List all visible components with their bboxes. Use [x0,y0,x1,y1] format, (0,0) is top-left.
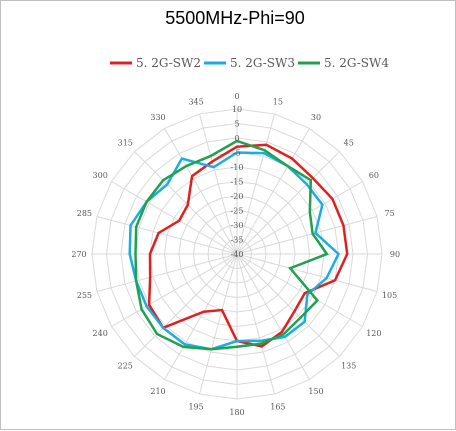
spoke-225 [134,253,238,357]
legend-label: 5. 2G-SW2 [136,56,201,70]
series-layer [128,139,349,351]
legend-item-1: 5. 2G-SW2 [110,56,201,70]
tick-labels: 0153045607590105120135150165180195210225… [71,92,400,417]
legend-label: 5. 2G-SW3 [230,56,295,70]
spoke-240 [111,253,238,327]
radial-tick-label: -20 [231,192,244,201]
spoke-195 [198,253,238,395]
spoke-60 [236,181,363,255]
spoke-105 [236,253,378,293]
spoke-135 [236,253,340,357]
angle-tick-label: 240 [93,329,108,338]
radial-tick-label: 5 [234,120,239,129]
spoke-330 [164,128,238,255]
angle-tick-label: 285 [77,209,92,218]
radial-tick-label: 0 [234,134,239,143]
angle-tick-label: 210 [150,387,165,396]
radial-tick-label: -30 [231,221,244,230]
angle-tick-label: 270 [71,250,86,259]
angle-tick-label: 225 [118,362,133,371]
spoke-210 [164,253,238,380]
radial-tick-label: 10 [232,105,242,114]
angle-tick-label: 135 [341,362,356,371]
spoke-285 [96,215,238,255]
series-line-3 [134,139,329,351]
spoke-315 [134,151,238,255]
chart-title: 5500MHz-Phi=90 [165,8,305,28]
legend-label: 5. 2G-SW4 [324,56,389,70]
spoke-30 [236,128,310,255]
radial-tick-label: -35 [231,236,244,245]
angle-tick-label: 300 [93,171,108,180]
angle-tick-label: 15 [273,97,283,106]
radial-tick-label: -40 [231,250,244,259]
radial-tick-label: -25 [231,207,244,216]
spoke-150 [236,253,310,380]
angle-tick-label: 315 [118,138,133,147]
angle-tick-label: 255 [77,291,92,300]
spoke-15 [236,113,276,255]
angle-tick-label: 150 [308,387,323,396]
angle-tick-label: 120 [366,329,381,338]
angle-tick-label: 105 [382,291,397,300]
radial-tick-label: -15 [231,178,244,187]
spoke-120 [236,253,363,327]
radial-tick-label: -5 [233,149,241,158]
angle-tick-label: 45 [344,138,354,147]
angle-tick-label: 330 [150,113,165,122]
spoke-75 [236,215,378,255]
legend-item-2: 5. 2G-SW3 [204,56,295,70]
spoke-255 [96,253,238,293]
angle-tick-label: 30 [311,113,321,122]
legend: 5. 2G-SW2 5. 2G-SW3 5. 2G-SW4 [110,56,389,70]
angle-tick-label: 165 [270,403,285,412]
radial-tick-label: -10 [231,163,244,172]
spoke-300 [111,181,238,255]
angle-tick-label: 180 [229,408,244,417]
legend-item-3: 5. 2G-SW4 [298,56,389,70]
angle-tick-label: 345 [188,97,203,106]
angle-tick-label: 90 [390,250,400,259]
angle-tick-label: 75 [385,209,395,218]
polar-grid [91,108,383,400]
angle-tick-label: 195 [188,403,203,412]
angle-tick-label: 0 [234,92,239,101]
angle-tick-label: 60 [369,171,379,180]
spoke-345 [198,113,238,255]
spoke-165 [236,253,276,395]
spoke-45 [236,151,340,255]
